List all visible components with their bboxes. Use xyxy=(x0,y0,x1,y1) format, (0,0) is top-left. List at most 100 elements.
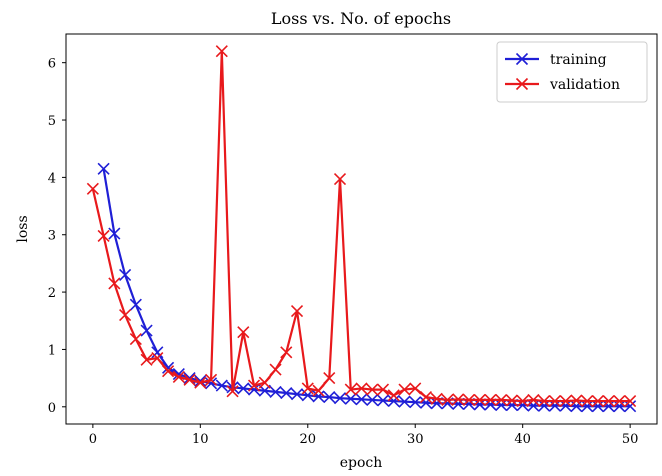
validation-point xyxy=(484,393,497,406)
validation-point xyxy=(495,393,508,406)
validation-point xyxy=(376,383,390,396)
y-axis: 0 1 2 3 4 5 6 xyxy=(48,57,66,416)
validation-point xyxy=(516,394,529,408)
training-point xyxy=(280,386,293,400)
validation-point xyxy=(151,351,164,365)
validation-point xyxy=(183,373,196,386)
validation-line xyxy=(91,51,631,403)
validation-point xyxy=(247,379,261,392)
training-point xyxy=(624,400,637,413)
legend-marker-training xyxy=(515,52,529,66)
validation-series xyxy=(86,45,637,408)
validation-point xyxy=(269,363,282,376)
validation-point xyxy=(301,382,314,395)
y-tick-label: 2 xyxy=(48,286,56,301)
x-tick-label: 20 xyxy=(299,432,316,447)
validation-point xyxy=(613,394,626,408)
validation-point xyxy=(570,394,583,407)
y-axis-label: loss xyxy=(15,215,31,242)
validation-point xyxy=(441,393,454,406)
validation-point xyxy=(366,383,379,396)
validation-point xyxy=(290,304,304,318)
validation-point xyxy=(280,346,293,359)
validation-point xyxy=(258,376,271,389)
y-tick-label: 1 xyxy=(48,343,56,358)
validation-point xyxy=(505,394,519,407)
validation-point xyxy=(204,373,218,386)
validation-point xyxy=(119,308,132,322)
legend-item-validation: validation xyxy=(505,77,620,93)
validation-point xyxy=(108,277,121,290)
training-point xyxy=(333,392,347,405)
training-point xyxy=(419,396,433,409)
validation-point xyxy=(473,393,486,406)
training-point xyxy=(323,390,336,404)
validation-point xyxy=(162,365,175,378)
validation-point xyxy=(559,394,572,408)
training-point xyxy=(344,392,357,405)
validation-point xyxy=(452,393,465,406)
validation-point xyxy=(430,392,443,405)
training-point xyxy=(312,390,325,403)
validation-point xyxy=(355,382,368,395)
y-tick-label: 3 xyxy=(48,229,56,244)
x-axis-label: epoch xyxy=(340,455,383,471)
validation-point xyxy=(344,383,357,396)
x-tick-label: 10 xyxy=(192,432,209,447)
x-tick-label: 0 xyxy=(89,432,97,447)
legend-box xyxy=(496,41,648,103)
validation-point xyxy=(86,182,99,195)
training-point xyxy=(119,268,132,281)
validation-point xyxy=(602,394,615,408)
training-point xyxy=(269,385,282,398)
x-tick-label: 40 xyxy=(514,432,531,447)
validation-point xyxy=(237,326,250,339)
validation-point xyxy=(624,394,637,408)
validation-point xyxy=(140,353,153,366)
legend-item-training: training xyxy=(505,52,607,68)
validation-point xyxy=(312,384,325,397)
x-tick-label: 50 xyxy=(622,432,639,447)
validation-point xyxy=(323,372,336,385)
training-point xyxy=(376,394,390,407)
training-point xyxy=(247,383,261,396)
training-point xyxy=(108,227,121,240)
validation-point xyxy=(409,382,422,395)
training-point xyxy=(570,400,583,413)
y-tick-label: 5 xyxy=(48,114,56,129)
validation-point xyxy=(387,389,400,402)
validation-point xyxy=(591,394,604,408)
validation-point xyxy=(462,393,476,406)
training-point xyxy=(366,393,379,406)
training-point xyxy=(581,400,594,413)
training-point xyxy=(290,388,304,401)
validation-point xyxy=(226,385,239,398)
validation-point xyxy=(548,394,561,408)
training-point xyxy=(495,399,508,412)
training-point xyxy=(527,399,540,412)
y-tick-label: 4 xyxy=(48,171,56,186)
training-point xyxy=(215,379,228,392)
training-point xyxy=(204,377,218,390)
training-point xyxy=(140,324,153,337)
training-point xyxy=(602,400,615,413)
plot-area-frame xyxy=(65,33,658,425)
training-point xyxy=(355,393,368,406)
training-point xyxy=(591,400,604,413)
chart-title: Loss vs. No. of epochs xyxy=(271,9,451,28)
training-series xyxy=(97,162,637,413)
validation-point xyxy=(581,394,594,408)
y-tick-label: 6 xyxy=(48,57,56,72)
validation-point xyxy=(172,370,185,384)
training-point xyxy=(398,395,411,408)
training-point xyxy=(162,361,175,374)
training-point xyxy=(129,298,142,311)
training-point xyxy=(194,374,207,388)
training-point xyxy=(237,382,250,395)
training-point xyxy=(151,346,164,359)
x-tick-label: 30 xyxy=(407,432,424,447)
training-point xyxy=(613,400,626,413)
legend-label-training: training xyxy=(550,52,607,68)
training-point xyxy=(387,394,400,408)
